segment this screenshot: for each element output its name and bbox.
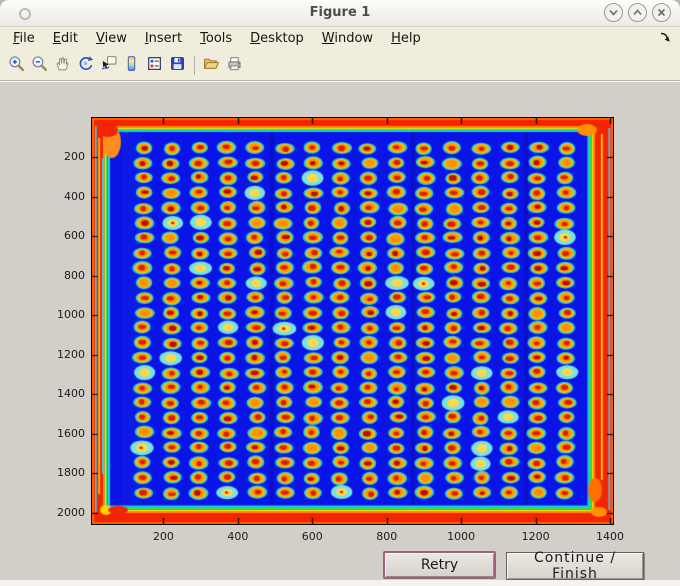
open-file-icon (203, 55, 220, 75)
heatmap-image (92, 118, 613, 524)
window-title: Figure 1 (309, 5, 371, 20)
rotate-3d-button[interactable] (74, 53, 97, 77)
y-tick-label: 400 (64, 189, 85, 203)
save-figure-button[interactable] (166, 53, 189, 77)
y-tick-label: 1400 (57, 387, 85, 401)
x-tick-label: 1200 (521, 530, 550, 543)
x-tick-label: 600 (301, 530, 323, 543)
open-file-button[interactable] (200, 53, 223, 77)
zoom-out-button[interactable] (28, 53, 51, 77)
zoom-in-button[interactable] (5, 53, 28, 77)
y-tick-label: 1200 (57, 347, 85, 361)
toolbar (0, 50, 680, 80)
continue-finish-button[interactable]: Continue / Finish (506, 550, 644, 582)
y-tick-label: 200 (64, 150, 85, 164)
print-figure-icon (226, 55, 243, 75)
save-figure-icon (169, 55, 186, 75)
dock-figure-icon[interactable] (659, 31, 672, 44)
pan-button[interactable] (51, 53, 74, 77)
x-tick-label: 400 (227, 530, 249, 543)
toolbar-separator (194, 55, 195, 75)
close-icon (657, 8, 666, 17)
zoom-in-icon (8, 55, 25, 75)
menu-bar: File Edit View Insert Tools Desktop Window Help (0, 27, 680, 50)
window-controls (604, 3, 671, 22)
chevron-up-icon (633, 9, 642, 16)
x-tick-label: 1000 (447, 530, 476, 543)
x-tick-label: 800 (376, 530, 398, 543)
menu-item-edit[interactable]: Edit (52, 31, 78, 46)
insert-legend-button[interactable] (143, 53, 166, 77)
window-bottom-strip (0, 580, 680, 586)
axes-box (91, 117, 614, 525)
x-tick-label: 200 (152, 530, 174, 543)
menu-item-window[interactable]: Window (321, 31, 374, 46)
menu-item-insert[interactable]: Insert (144, 31, 183, 46)
y-tick-label: 1800 (57, 466, 85, 480)
insert-colorbar-button[interactable] (120, 53, 143, 77)
zoom-out-icon (31, 55, 48, 75)
menu-item-help[interactable]: Help (391, 31, 421, 46)
x-tick-label: 1400 (596, 530, 625, 543)
window-menu-icon[interactable] (19, 8, 31, 20)
print-figure-button[interactable] (223, 53, 246, 77)
title-bar: Figure 1 (0, 0, 680, 27)
chevron-down-icon (609, 9, 618, 16)
data-cursor-icon (100, 55, 117, 75)
menu-item-tools[interactable]: Tools (200, 31, 233, 46)
close-button[interactable] (652, 3, 671, 22)
menu-item-desktop[interactable]: Desktop (250, 31, 304, 46)
retry-button[interactable]: Retry (383, 551, 496, 579)
insert-colorbar-icon (123, 55, 140, 75)
insert-legend-icon (146, 55, 163, 75)
y-tick-label: 1000 (57, 308, 85, 322)
maximize-button[interactable] (628, 3, 647, 22)
rotate-3d-icon (77, 55, 94, 75)
y-tick-label: 800 (64, 268, 85, 282)
minimize-button[interactable] (604, 3, 623, 22)
pan-icon (54, 55, 71, 75)
y-tick-label: 2000 (57, 505, 85, 519)
y-tick-label: 1600 (57, 426, 85, 440)
figure-canvas-area (0, 82, 680, 580)
y-tick-label: 600 (64, 229, 85, 243)
menu-item-file[interactable]: File (13, 31, 35, 46)
data-cursor-button[interactable] (97, 53, 120, 77)
menu-item-view[interactable]: View (95, 31, 127, 46)
